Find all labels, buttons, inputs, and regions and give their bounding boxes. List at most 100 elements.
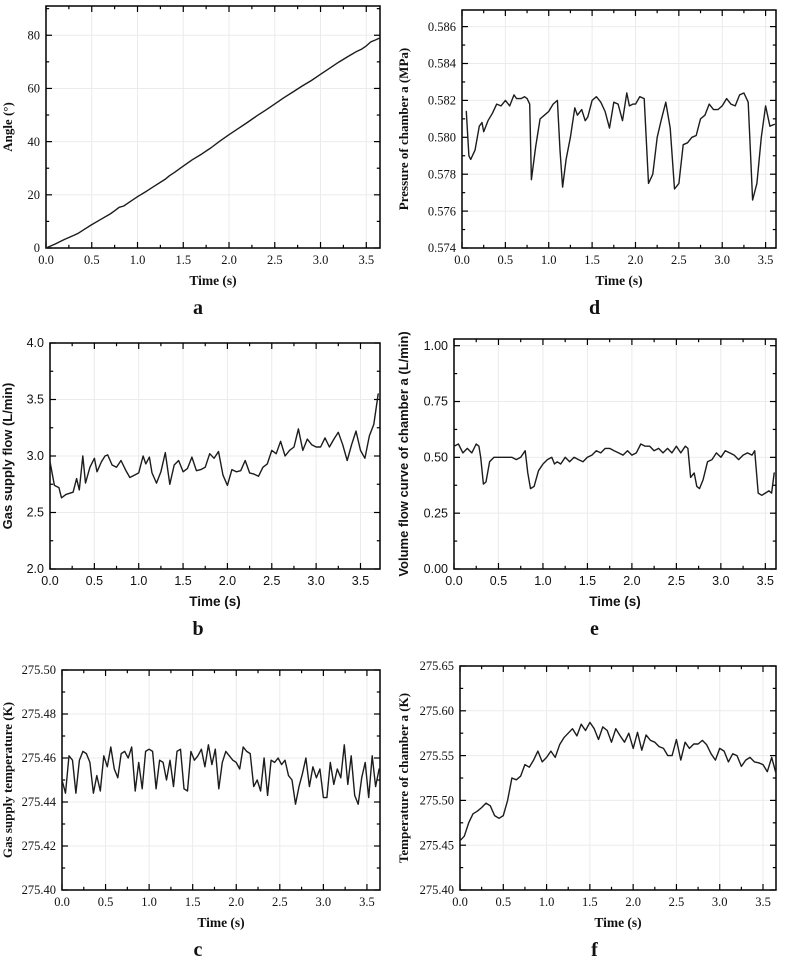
svg-text:2.5: 2.5: [671, 253, 687, 267]
svg-text:275.50: 275.50: [22, 663, 56, 677]
svg-text:2.0: 2.0: [628, 253, 644, 267]
svg-text:3.5: 3.5: [27, 393, 44, 407]
svg-text:Gas supply flow (L/min): Gas supply flow (L/min): [0, 383, 15, 530]
svg-text:0.0: 0.0: [54, 895, 70, 909]
svg-text:0.0: 0.0: [454, 253, 470, 267]
svg-text:3.5: 3.5: [755, 895, 771, 909]
panel-label-f: f: [591, 939, 598, 961]
chart-a-angle-vs-time: 0.0 0.5 1.0 1.5 2.0 2.5 3.0 3.5 0 20 40 60 80 Time (s…: [0, 5, 381, 288]
svg-text:0.5: 0.5: [490, 574, 507, 588]
svg-text:60: 60: [28, 82, 41, 96]
chart-f-chamber-temperature-vs-time: 0.0 0.5 1.0 1.5 2.0 2.5 3.0 3.5 275.40 275.45 275.…: [396, 659, 777, 930]
svg-text:275.55: 275.55: [420, 749, 454, 763]
svg-text:0.574: 0.574: [428, 241, 457, 255]
chart-d-pressure-vs-time: 0.0 0.5 1.0 1.5 2.0 2.5 3.0 3.5 0.574 0.576 0.578 0…: [396, 9, 777, 288]
chart-e-volume-flow-vs-time: 0.0 0.5 1.0 1.5 2.0 2.5 3.0 3.5 0.00 0.25 0.50 0.75…: [396, 331, 777, 609]
svg-text:275.48: 275.48: [22, 707, 56, 721]
panel-label-c: c: [193, 939, 203, 961]
svg-text:Gas supply temperature (K): Gas supply temperature (K): [0, 702, 15, 858]
svg-text:275.45: 275.45: [420, 838, 454, 852]
svg-text:Volume flow curve of chamber a: Volume flow curve of chamber a (L/min): [396, 331, 411, 576]
svg-text:275.40: 275.40: [420, 883, 454, 897]
svg-text:1.5: 1.5: [582, 895, 598, 909]
panel-label-d: d: [588, 297, 601, 319]
svg-text:275.60: 275.60: [420, 704, 454, 718]
svg-text:2.0: 2.0: [27, 562, 44, 576]
svg-text:0.50: 0.50: [424, 451, 448, 465]
svg-text:1.5: 1.5: [584, 253, 600, 267]
svg-text:3.5: 3.5: [758, 253, 774, 267]
svg-text:Pressure of chamber a (MPa): Pressure of chamber a (MPa): [396, 48, 411, 210]
svg-text:0.5: 0.5: [98, 895, 114, 909]
svg-text:1.00: 1.00: [424, 339, 448, 353]
svg-text:20: 20: [28, 188, 41, 202]
svg-text:2.0: 2.0: [228, 895, 244, 909]
svg-text:3.0: 3.0: [313, 253, 329, 267]
svg-text:0.25: 0.25: [424, 506, 448, 520]
svg-text:3.0: 3.0: [712, 574, 729, 588]
svg-text:2.0: 2.0: [219, 574, 236, 588]
svg-text:Angle (°): Angle (°): [0, 102, 15, 152]
svg-text:Time (s): Time (s): [197, 915, 244, 930]
panel-f: 0.0 0.5 1.0 1.5 2.0 2.5 3.0 3.5 275.40 275.45 275.…: [396, 642, 793, 964]
svg-text:1.0: 1.0: [130, 253, 146, 267]
svg-text:0.0: 0.0: [41, 574, 58, 588]
svg-text:2.5: 2.5: [267, 253, 283, 267]
chart-b-gas-supply-flow-vs-time: 0.0 0.5 1.0 1.5 2.0 2.5 3.0 3.5 2.0 2.5 3.0 3.5 4.0 T…: [0, 336, 381, 609]
svg-text:275.46: 275.46: [22, 751, 56, 765]
svg-text:1.0: 1.0: [130, 574, 147, 588]
svg-text:2.5: 2.5: [263, 574, 280, 588]
svg-text:3.0: 3.0: [307, 574, 324, 588]
svg-text:4.0: 4.0: [27, 336, 44, 350]
svg-text:2.5: 2.5: [668, 574, 685, 588]
svg-text:0.586: 0.586: [428, 20, 456, 34]
svg-text:0.75: 0.75: [424, 395, 448, 409]
svg-text:3.0: 3.0: [712, 895, 728, 909]
svg-text:0.0: 0.0: [445, 574, 462, 588]
svg-text:3.5: 3.5: [359, 895, 375, 909]
panel-a: 0.0 0.5 1.0 1.5 2.0 2.5 3.0 3.5 0 20 40 60 80 Time (s…: [0, 0, 396, 321]
svg-text:0.0: 0.0: [38, 253, 54, 267]
svg-text:Time (s): Time (s): [589, 594, 641, 609]
svg-text:1.5: 1.5: [579, 574, 596, 588]
svg-text:275.40: 275.40: [22, 883, 56, 897]
svg-text:275.44: 275.44: [22, 795, 57, 809]
svg-text:3.5: 3.5: [358, 253, 374, 267]
svg-text:3.0: 3.0: [27, 449, 44, 463]
svg-text:3.0: 3.0: [316, 895, 332, 909]
svg-text:3.5: 3.5: [757, 574, 774, 588]
svg-text:1.5: 1.5: [175, 253, 191, 267]
svg-text:2.5: 2.5: [669, 895, 685, 909]
svg-text:2.0: 2.0: [625, 895, 641, 909]
svg-text:0.5: 0.5: [495, 895, 511, 909]
svg-text:0.582: 0.582: [428, 94, 456, 108]
svg-text:2.5: 2.5: [27, 506, 44, 520]
svg-text:1.5: 1.5: [174, 574, 191, 588]
panel-e: 0.0 0.5 1.0 1.5 2.0 2.5 3.0 3.5 0.00 0.25 0.50 0.75…: [396, 321, 793, 642]
svg-text:0.5: 0.5: [498, 253, 514, 267]
svg-text:Time (s): Time (s): [595, 273, 642, 288]
svg-text:80: 80: [28, 28, 41, 42]
panel-label-b: b: [192, 618, 204, 640]
svg-text:0.584: 0.584: [428, 57, 457, 71]
panel-label-a: a: [193, 297, 203, 319]
svg-text:0.00: 0.00: [424, 562, 448, 576]
svg-text:275.42: 275.42: [22, 839, 56, 853]
svg-text:Time (s): Time (s): [189, 594, 241, 609]
svg-text:2.0: 2.0: [221, 253, 237, 267]
svg-text:0: 0: [34, 241, 40, 255]
svg-text:0.0: 0.0: [452, 895, 468, 909]
panel-c: 0.0 0.5 1.0 1.5 2.0 2.5 3.0 3.5 275.40 275.42 275.…: [0, 642, 396, 964]
svg-text:0.5: 0.5: [86, 574, 103, 588]
svg-text:1.0: 1.0: [534, 574, 551, 588]
svg-text:1.5: 1.5: [185, 895, 201, 909]
svg-text:1.0: 1.0: [539, 895, 555, 909]
svg-text:0.5: 0.5: [84, 253, 100, 267]
svg-text:2.5: 2.5: [272, 895, 288, 909]
svg-text:Temperature of chamber a (K): Temperature of chamber a (K): [396, 693, 411, 863]
panel-label-e: e: [590, 618, 599, 640]
svg-text:0.580: 0.580: [428, 131, 456, 145]
svg-text:1.0: 1.0: [141, 895, 157, 909]
svg-text:0.578: 0.578: [428, 167, 456, 181]
